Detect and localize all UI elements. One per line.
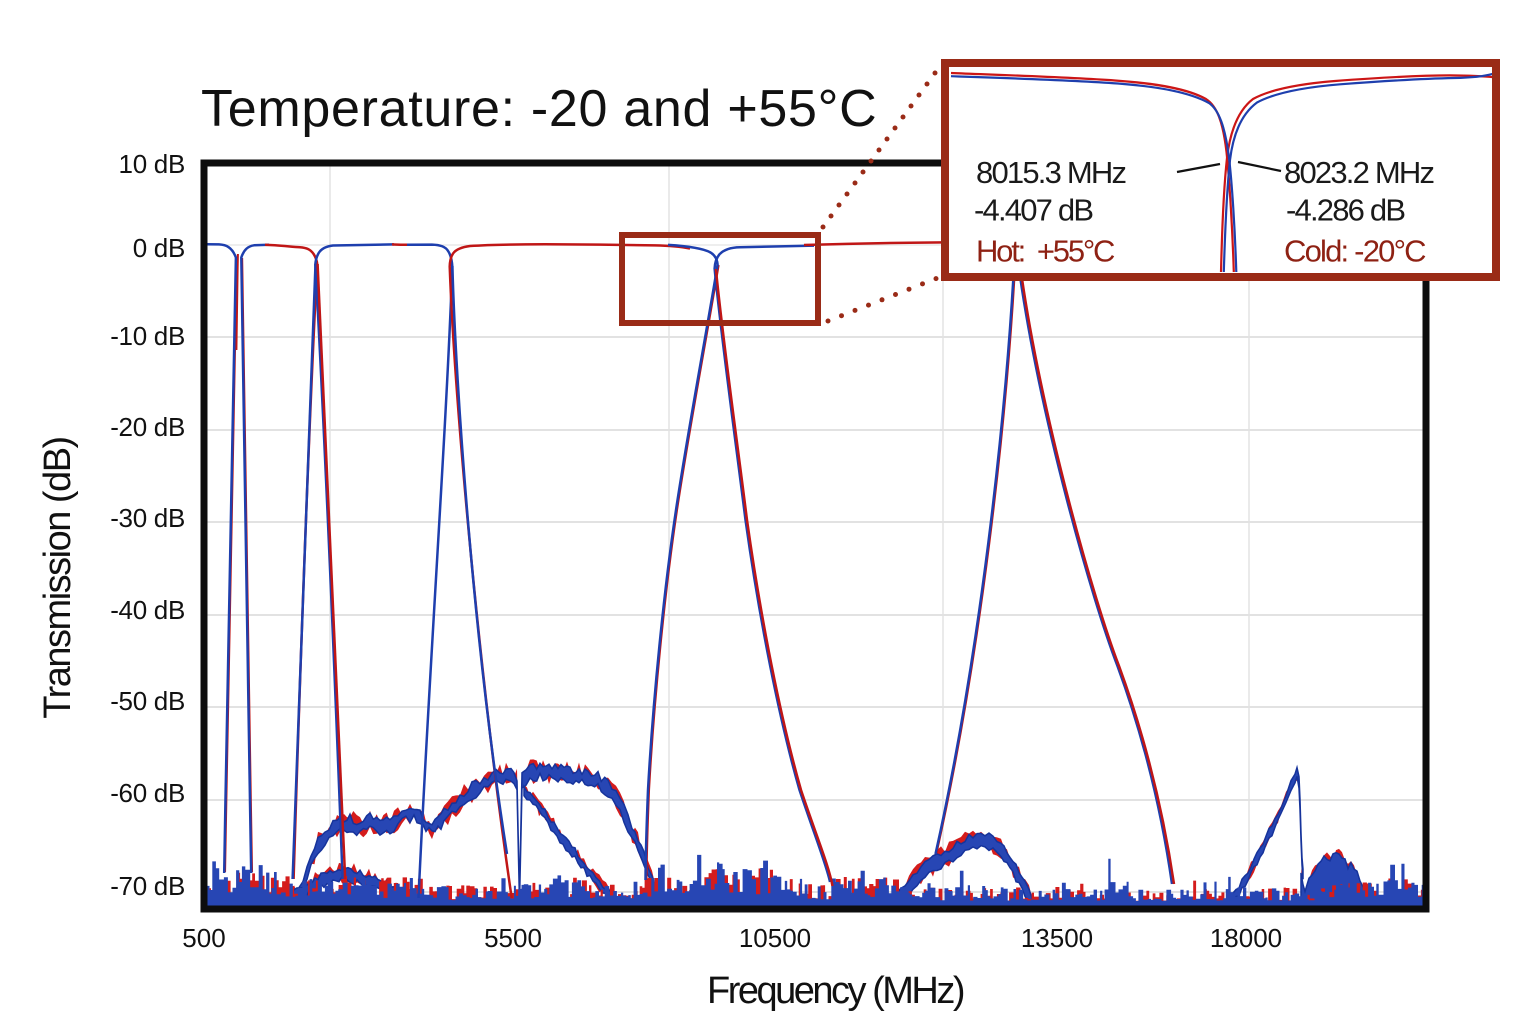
svg-text:500: 500 — [182, 923, 225, 953]
svg-text:Temperature: -20 and +55°C: Temperature: -20 and +55°C — [201, 80, 877, 138]
svg-text:-40 dB: -40 dB — [110, 595, 185, 625]
svg-text:13500: 13500 — [1021, 923, 1093, 953]
svg-text:-70 dB: -70 dB — [110, 871, 185, 901]
svg-text:10 dB: 10 dB — [119, 149, 185, 179]
svg-text:-10 dB: -10 dB — [110, 321, 185, 351]
svg-text:-60 dB: -60 dB — [110, 778, 185, 808]
svg-text:5500: 5500 — [484, 923, 542, 953]
svg-text:-50 dB: -50 dB — [110, 686, 185, 716]
svg-text:Frequency (MHz): Frequency (MHz) — [707, 970, 964, 1012]
svg-text:10500: 10500 — [739, 923, 811, 953]
svg-text:-4.286 dB: -4.286 dB — [1286, 193, 1405, 228]
svg-text:18000: 18000 — [1210, 923, 1282, 953]
svg-text:Hot: +55°C: Hot: +55°C — [976, 234, 1115, 269]
svg-text:8015.3 MHz: 8015.3 MHz — [976, 155, 1125, 190]
svg-text:-4.407 dB: -4.407 dB — [974, 193, 1093, 228]
svg-text:0 dB: 0 dB — [133, 233, 185, 263]
svg-text:Transmission (dB): Transmission (dB) — [37, 437, 79, 718]
svg-text:-30 dB: -30 dB — [110, 503, 185, 533]
svg-text:Cold: -20°C: Cold: -20°C — [1284, 234, 1426, 269]
svg-text:-20 dB: -20 dB — [110, 412, 185, 442]
svg-text:8023.2 MHz: 8023.2 MHz — [1284, 155, 1433, 190]
